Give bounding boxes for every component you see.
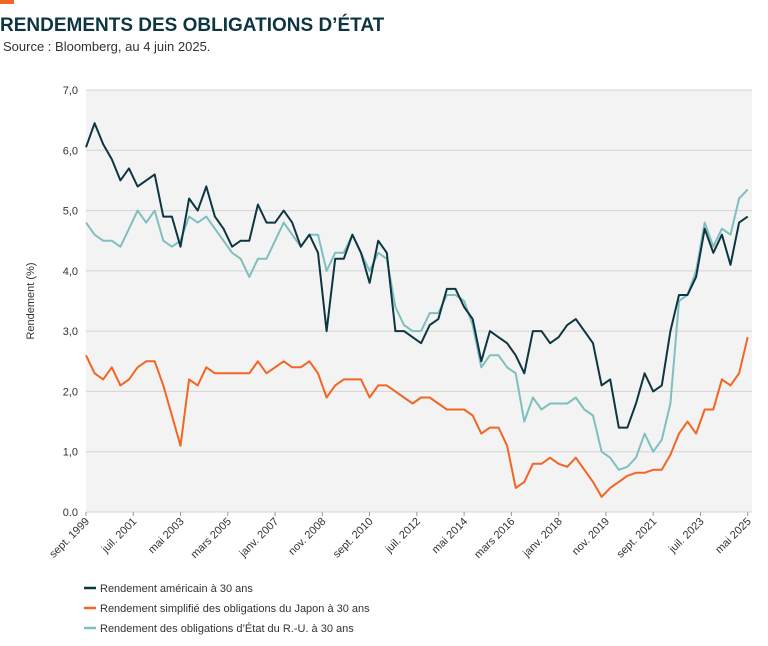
x-tick-label: janv. 2018	[520, 516, 565, 561]
x-tick-label: juil. 2001	[99, 516, 139, 556]
x-tick-label: juil. 2012	[383, 516, 423, 556]
y-tick-label: 0.0	[63, 507, 78, 519]
y-tick-label: 5,0	[63, 206, 78, 218]
x-tick-label: mai 2025	[713, 516, 753, 556]
x-tick-label: nov. 2019	[570, 516, 612, 558]
y-tick-label: 7,0	[63, 85, 78, 97]
line-series	[85, 122, 749, 429]
x-tick-label: mai 2003	[146, 516, 186, 556]
x-tick-label: mars 2005	[189, 516, 234, 561]
x-tick-label: sept. 1999	[47, 516, 92, 561]
legend-label: Rendement simplifié des obligations du J…	[100, 603, 370, 615]
y-tick-label: 2,0	[63, 386, 78, 398]
accent-bar	[0, 0, 14, 4]
legend-label: Rendement américain à 30 ans	[100, 583, 253, 595]
legend-label: Rendement des obligations d’État du R.-U…	[100, 622, 354, 635]
x-tick-label: sept. 2010	[331, 516, 376, 561]
x-tick-label: nov. 2008	[286, 516, 328, 558]
line-series	[85, 188, 749, 471]
line-series	[85, 336, 749, 498]
y-tick-label: 1,0	[63, 447, 78, 459]
x-tick-label: juil. 2023	[666, 516, 706, 556]
x-tick-label: mai 2014	[430, 516, 470, 556]
y-tick-label: 6,0	[63, 145, 78, 157]
x-tick-label: janv. 2007	[237, 516, 282, 561]
y-axis-label: Rendement (%)	[25, 262, 37, 339]
chart-title: RENDEMENTS DES OBLIGATIONS D’ÉTAT	[0, 14, 385, 36]
y-tick-label: 4,0	[63, 266, 78, 278]
x-tick-label: sept. 2021	[614, 516, 659, 561]
x-tick-label: mars 2016	[472, 516, 517, 561]
chart-subtitle: Source : Bloomberg, au 4 juin 2025.	[3, 39, 210, 54]
y-tick-label: 3,0	[63, 326, 78, 338]
